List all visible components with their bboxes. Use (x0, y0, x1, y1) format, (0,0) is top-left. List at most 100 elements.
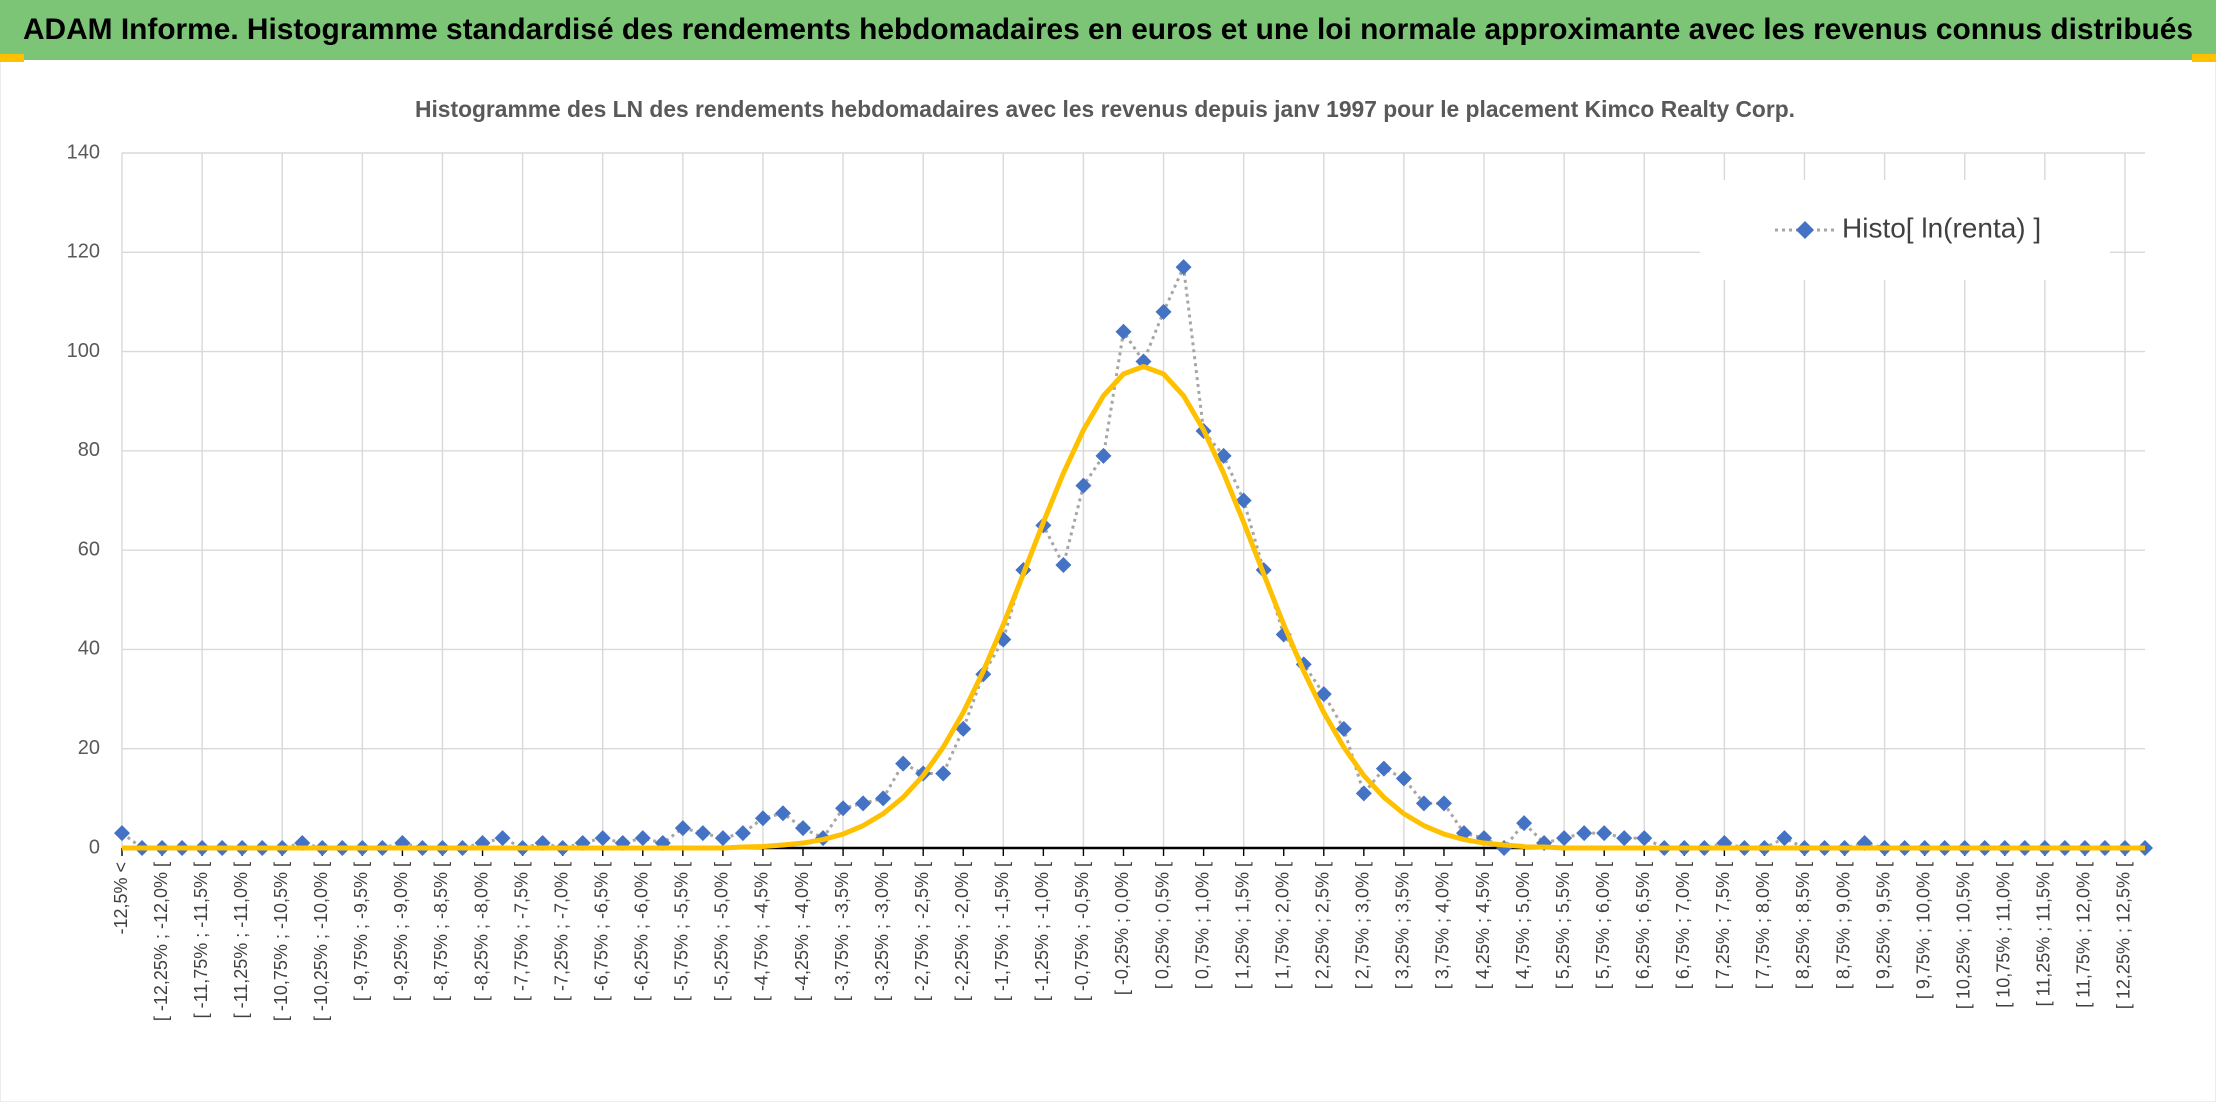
x-tick-label: [ 6,75% ; 7,0% [ (1673, 862, 1693, 989)
header-bar (0, 0, 2216, 60)
marker (1075, 477, 1092, 494)
x-tick-label: [ 0,75% ; 1,0% [ (1192, 862, 1212, 989)
marker (1776, 830, 1793, 847)
x-tick-label: [ 3,75% ; 4,0% [ (1433, 862, 1453, 989)
x-tick-label: [ -10,25% ; -10,0% [ (311, 862, 331, 1021)
y-tick-label: 0 (89, 836, 100, 858)
y-tick-label: 40 (78, 638, 100, 660)
x-tick-label: [ 11,25% ; 11,5% [ (2034, 862, 2054, 1006)
marker (1596, 825, 1613, 842)
x-tick-label: [ -8,75% ; -8,5% [ (431, 862, 451, 1001)
marker (1516, 815, 1533, 832)
x-tick-label: [ 3,25% ; 3,5% [ (1393, 862, 1413, 989)
marker (1556, 830, 1573, 847)
marker (1576, 825, 1593, 842)
x-tick-label: [ -1,25% ; -1,0% [ (1032, 862, 1052, 1001)
x-tick-label: [ 12,25% ; 12,5% [ (2114, 862, 2134, 1009)
corner (0, 54, 24, 62)
corner (2192, 54, 2216, 62)
marker (734, 825, 751, 842)
marker (1055, 557, 1072, 574)
x-tick-label: [ -9,25% ; -9,0% [ (391, 862, 411, 1001)
marker (714, 830, 731, 847)
marker (1095, 447, 1112, 464)
x-tick-label: [ 2,75% ; 3,0% [ (1353, 862, 1373, 989)
marker (795, 820, 812, 837)
page-title: ADAM Informe. Histogramme standardisé de… (23, 13, 2193, 46)
marker (1335, 720, 1352, 737)
x-tick-label: [ 10,75% ; 11,0% [ (1994, 862, 2014, 1008)
marker (1315, 686, 1332, 703)
x-tick-label: [ -0,25% ; 0,0% [ (1112, 862, 1132, 995)
marker (1616, 830, 1633, 847)
x-tick-label: [ -7,75% ; -7,5% [ (511, 862, 531, 1001)
y-tick-label: 100 (67, 340, 100, 362)
marker (895, 755, 912, 772)
x-tick-label: [ 4,25% ; 4,5% [ (1473, 862, 1493, 989)
x-tick-label: [ -8,25% ; -8,0% [ (471, 862, 491, 1001)
x-tick-label: [ -6,75% ; -6,5% [ (591, 862, 611, 1001)
x-tick-label: [ -0,75% ; -0,5% [ (1072, 862, 1092, 1001)
marker (114, 825, 130, 842)
marker (1175, 259, 1192, 276)
marker (1415, 795, 1432, 812)
x-tick-label: [ 1,75% ; 2,0% [ (1272, 862, 1292, 989)
x-tick-label: [ 1,25% ; 1,5% [ (1232, 862, 1252, 989)
x-tick-label: [ -6,25% ; -6,0% [ (632, 862, 652, 1001)
x-tick-label: [ -9,75% ; -9,5% [ (351, 862, 371, 1001)
x-tick-label: [ 8,75% ; 9,0% [ (1833, 862, 1853, 989)
x-tick-label: [ 7,25% ; 7,5% [ (1713, 862, 1733, 989)
marker (674, 820, 691, 837)
x-tick-label: [ 6,25% ; 6,5% [ (1633, 862, 1653, 989)
marker (1435, 795, 1452, 812)
marker (634, 830, 651, 847)
x-tick-label: [ -7,25% ; -7,0% [ (551, 862, 571, 1001)
x-tick-label: [ 9,75% ; 10,0% [ (1913, 862, 1933, 999)
marker (494, 830, 511, 847)
x-tick-label: [ -10,75% ; -10,5% [ (271, 862, 291, 1021)
marker (1636, 830, 1653, 847)
x-tick-label: [ 7,75% ; 8,0% [ (1753, 862, 1773, 989)
marker (855, 795, 872, 812)
marker (935, 765, 952, 782)
x-tick-label: [ 0,25% ; 0,5% [ (1152, 862, 1172, 989)
marker (1155, 303, 1172, 320)
marker (754, 810, 771, 827)
y-tick-label: 20 (78, 737, 100, 759)
x-tick-label: [ 4,75% ; 5,0% [ (1513, 862, 1533, 989)
marker (1395, 770, 1412, 787)
x-tick-label: [ -1,75% ; -1,5% [ (992, 862, 1012, 1001)
marker (594, 830, 611, 847)
chart-title: Histogramme des LN des rendements hebdom… (415, 96, 1795, 122)
marker (774, 805, 791, 822)
legend-label: Histo[ ln(renta) ] (1842, 212, 2041, 243)
legend-marker (1796, 221, 1814, 239)
marker (1375, 760, 1392, 777)
x-tick-label: [ -4,25% ; -4,0% [ (792, 862, 812, 1001)
x-tick-label: [ -5,75% ; -5,5% [ (672, 862, 692, 1001)
x-tick-label: [ -4,75% ; -4,5% [ (752, 862, 772, 1001)
marker (1235, 492, 1252, 509)
y-tick-label: 80 (78, 439, 100, 461)
x-tick-label: [ -2,75% ; -2,5% [ (912, 862, 932, 1001)
y-tick-label: 120 (67, 241, 100, 263)
x-tick-label: [ 9,25% ; 9,5% [ (1873, 862, 1893, 989)
marker (835, 800, 852, 817)
legend-box (1700, 180, 2110, 280)
x-tick-label: [ -11,75% ; -11,5% [ (191, 862, 211, 1018)
x-tick-label: [ -12,25% ; -12,0% [ (151, 862, 171, 1021)
x-tick-label: [ 2,25% ; 2,5% [ (1313, 862, 1333, 989)
marker (875, 790, 892, 807)
x-tick-label: [ 10,25% ; 10,5% [ (1953, 862, 1973, 1009)
x-tick-label: [ 8,25% ; 8,5% [ (1793, 862, 1813, 989)
series-line (122, 363, 2145, 851)
x-tick-label: [ 5,25% ; 5,5% [ (1553, 862, 1573, 989)
marker (955, 720, 972, 737)
x-tick-label: [ -5,25% ; -5,0% [ (712, 862, 732, 1001)
marker (694, 825, 711, 842)
marker (1355, 785, 1372, 802)
x-tick-label: [ -3,75% ; -3,5% [ (832, 862, 852, 1001)
x-tick-label: [ -2,25% ; -2,0% [ (952, 862, 972, 1001)
x-tick-label: -12,5% < (111, 862, 131, 935)
y-tick-label: 140 (67, 141, 100, 163)
